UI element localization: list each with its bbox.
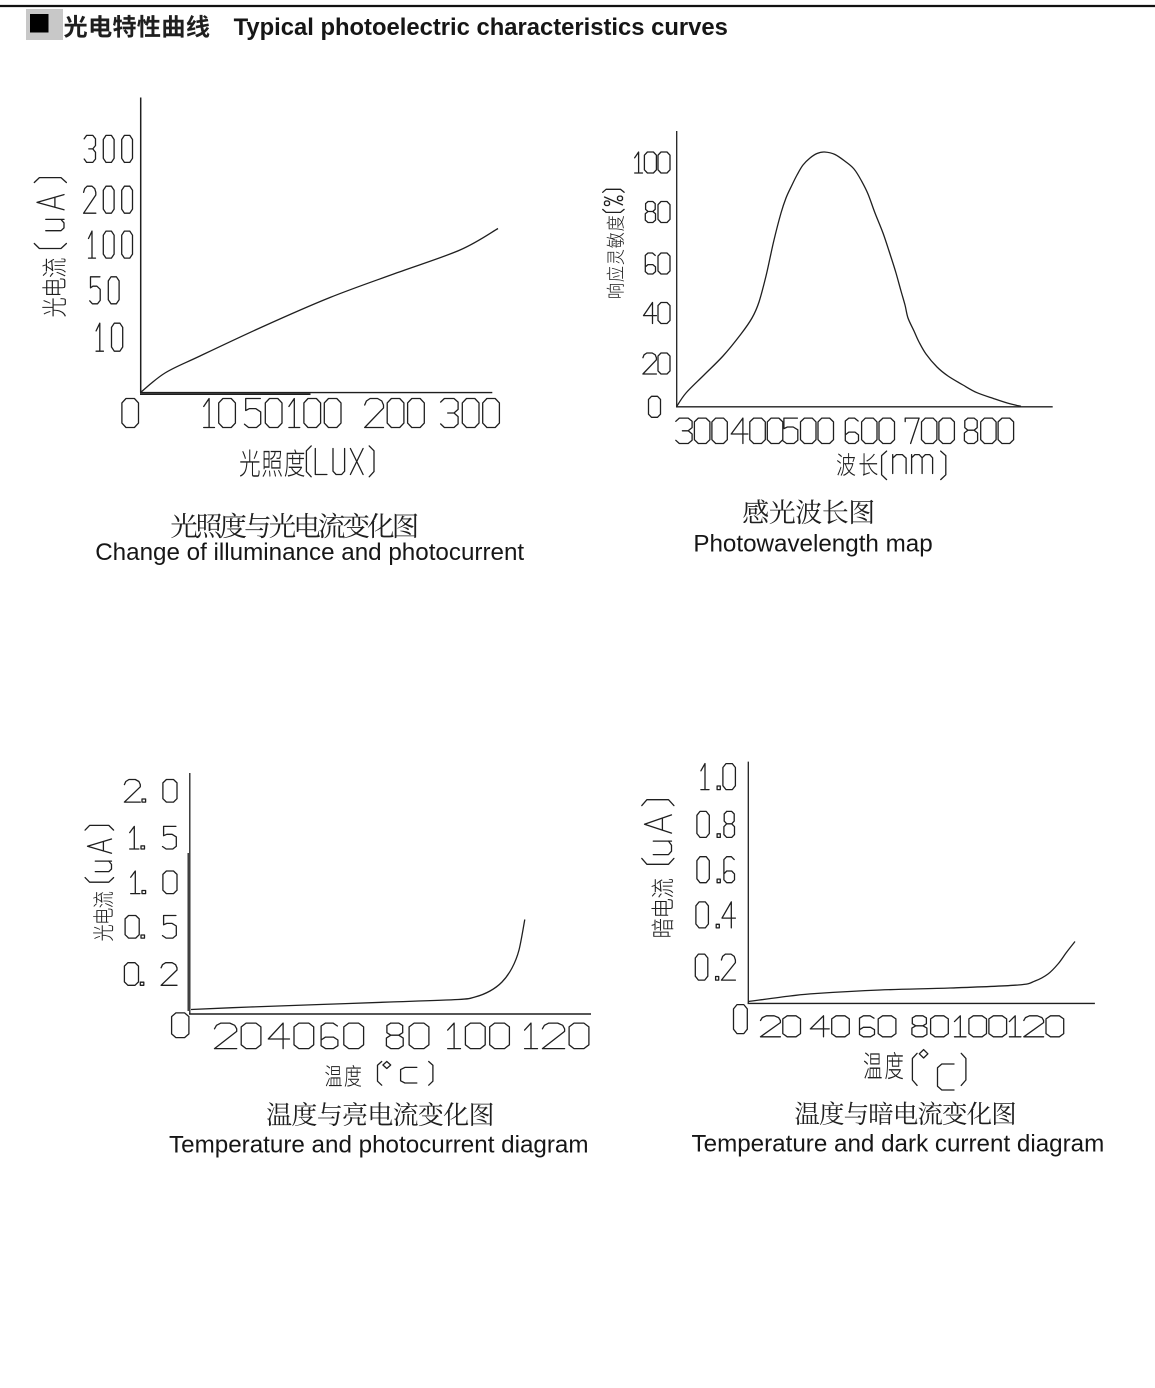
svg-text:Temperature and photocurrent d: Temperature and photocurrent diagram xyxy=(169,1132,589,1159)
svg-text:Photowavelength map: Photowavelength map xyxy=(693,531,932,558)
svg-text:Change of illuminance and phot: Change of illuminance and photocurrent xyxy=(95,539,524,566)
svg-text:Temperature and dark current d: Temperature and dark current diagram xyxy=(692,1131,1105,1158)
svg-text:Typical photoelectric characte: Typical photoelectric characteristics cu… xyxy=(234,14,728,41)
